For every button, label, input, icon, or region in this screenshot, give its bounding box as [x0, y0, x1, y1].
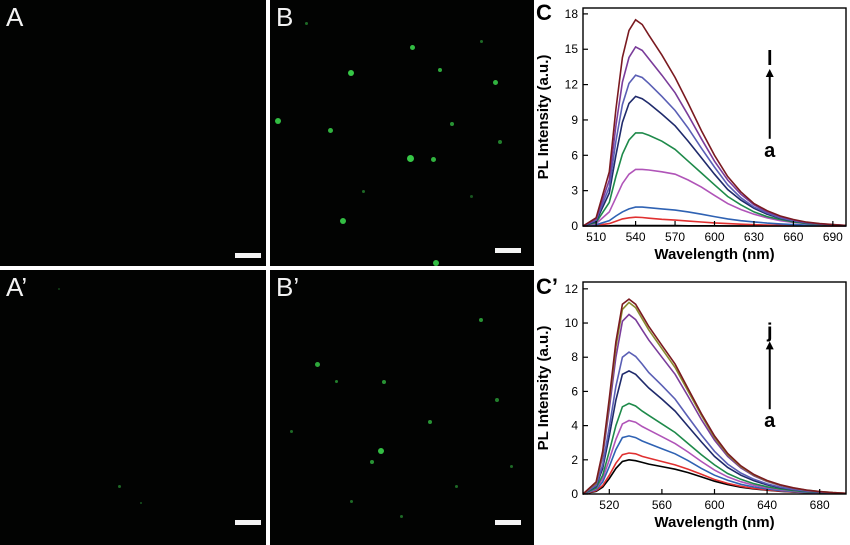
x-tick-label: 690 [823, 230, 843, 244]
fluorescent-spot [290, 430, 293, 433]
y-tick-label: 6 [571, 384, 578, 398]
series-line-9 [582, 18, 847, 227]
y-tick-label: 0 [571, 219, 578, 233]
series-line-4 [582, 168, 847, 227]
series-line-7 [582, 351, 847, 495]
panel-label-a-prime: A’ [6, 272, 28, 302]
x-tick-label: 630 [744, 230, 764, 244]
fluorescent-spot [378, 448, 384, 454]
arrow-head [765, 69, 774, 78]
fluorescent-spot [362, 190, 365, 193]
y-axis-label: PL Intensity (a.u.) [535, 326, 552, 451]
y-axis-label: PL Intensity (a.u.) [535, 55, 552, 180]
y-tick-label: 4 [571, 419, 578, 433]
x-tick-label: 660 [783, 230, 803, 244]
fluorescent-spot [118, 485, 121, 488]
arrow-head [765, 341, 774, 350]
micrograph-b-prime: B’ [270, 270, 534, 545]
fluorescent-spot [510, 465, 513, 468]
panel-label-a: A [6, 2, 24, 32]
fluorescent-spot [495, 398, 499, 402]
fluorescent-spot [498, 140, 502, 144]
fluorescent-spot [335, 380, 338, 383]
micrograph-a: A [0, 0, 266, 266]
micrograph-b: B [270, 0, 534, 266]
series-line-7 [582, 74, 847, 227]
x-axis-label: Wavelength (nm) [654, 246, 774, 263]
fluorescent-spot [450, 122, 454, 126]
x-tick-label: 560 [652, 498, 672, 512]
fluorescent-spot [370, 460, 374, 464]
chart-panel-label: C’ [536, 274, 558, 299]
y-tick-label: 9 [571, 113, 578, 127]
fluorescent-spot [275, 118, 281, 124]
fluorescent-spot [348, 70, 354, 76]
y-tick-label: 6 [571, 148, 578, 162]
fluorescent-spot [480, 40, 483, 43]
x-tick-label: 680 [810, 498, 830, 512]
series-line-2 [582, 452, 847, 495]
fluorescent-spot [315, 362, 320, 367]
x-tick-label: 640 [757, 498, 777, 512]
fluorescent-spot [493, 80, 498, 85]
plot-frame [582, 7, 847, 227]
x-tick-label: 510 [586, 230, 606, 244]
x-tick-label: 570 [665, 230, 685, 244]
fluorescent-spot [328, 128, 333, 133]
scale-bar [235, 520, 261, 525]
series-line-8 [582, 313, 847, 495]
y-tick-label: 15 [565, 42, 579, 56]
series-line-5 [582, 402, 847, 495]
scale-bar [495, 248, 521, 253]
panel-label-b-prime: B’ [276, 272, 300, 302]
y-tick-label: 10 [565, 316, 579, 330]
fluorescent-spot [455, 485, 458, 488]
arrow-top-label: l [767, 48, 773, 70]
fluorescent-spot [340, 218, 346, 224]
fluorescent-spot [350, 500, 353, 503]
fluorescent-spot [479, 318, 483, 322]
arrow-bottom-label: a [764, 140, 776, 162]
series-line-3 [582, 206, 847, 227]
fluorescent-spot [400, 515, 403, 518]
fluorescent-spot [428, 420, 432, 424]
x-tick-label: 540 [626, 230, 646, 244]
scale-bar [495, 520, 521, 525]
fluorescent-spot [438, 68, 442, 72]
fluorescent-spot [431, 157, 436, 162]
series-line-10 [582, 298, 847, 495]
arrow-top-label: j [766, 320, 773, 342]
fluorescent-spot [410, 45, 415, 50]
y-tick-label: 8 [571, 350, 578, 364]
fluorescent-spot [433, 260, 439, 266]
x-tick-label: 600 [704, 230, 724, 244]
scale-bar [235, 253, 261, 258]
series-line-8 [582, 45, 847, 227]
fluorescent-spot [382, 380, 386, 384]
y-tick-label: 0 [571, 487, 578, 501]
y-tick-label: 3 [571, 184, 578, 198]
arrow-bottom-label: a [764, 410, 776, 432]
fluorescent-spot [305, 22, 308, 25]
y-tick-label: 12 [565, 78, 579, 92]
fluorescent-spot [140, 502, 142, 504]
y-tick-label: 18 [565, 7, 579, 21]
x-tick-label: 520 [599, 498, 619, 512]
fluorescent-spot [58, 288, 60, 290]
y-tick-label: 12 [565, 282, 579, 296]
fluorescent-spot [407, 155, 414, 162]
pl-spectrum-chart-c-prime: C’ 520 560 600 640 680 0 2 4 6 8 10 12 Wavelength (nm… [535, 274, 847, 531]
micrograph-a-prime: A’ [0, 270, 266, 545]
y-tick-label: 2 [571, 453, 578, 467]
panel-label-b: B [276, 2, 294, 32]
x-tick-label: 600 [704, 498, 724, 512]
x-axis-label: Wavelength (nm) [654, 514, 774, 531]
pl-spectrum-chart-c: C 510 540 570 600 630 660 690 0 3 6 9 12 15 18 Waveleng… [535, 0, 847, 263]
chart-panel-label: C [536, 0, 552, 25]
fluorescent-spot [470, 195, 473, 198]
